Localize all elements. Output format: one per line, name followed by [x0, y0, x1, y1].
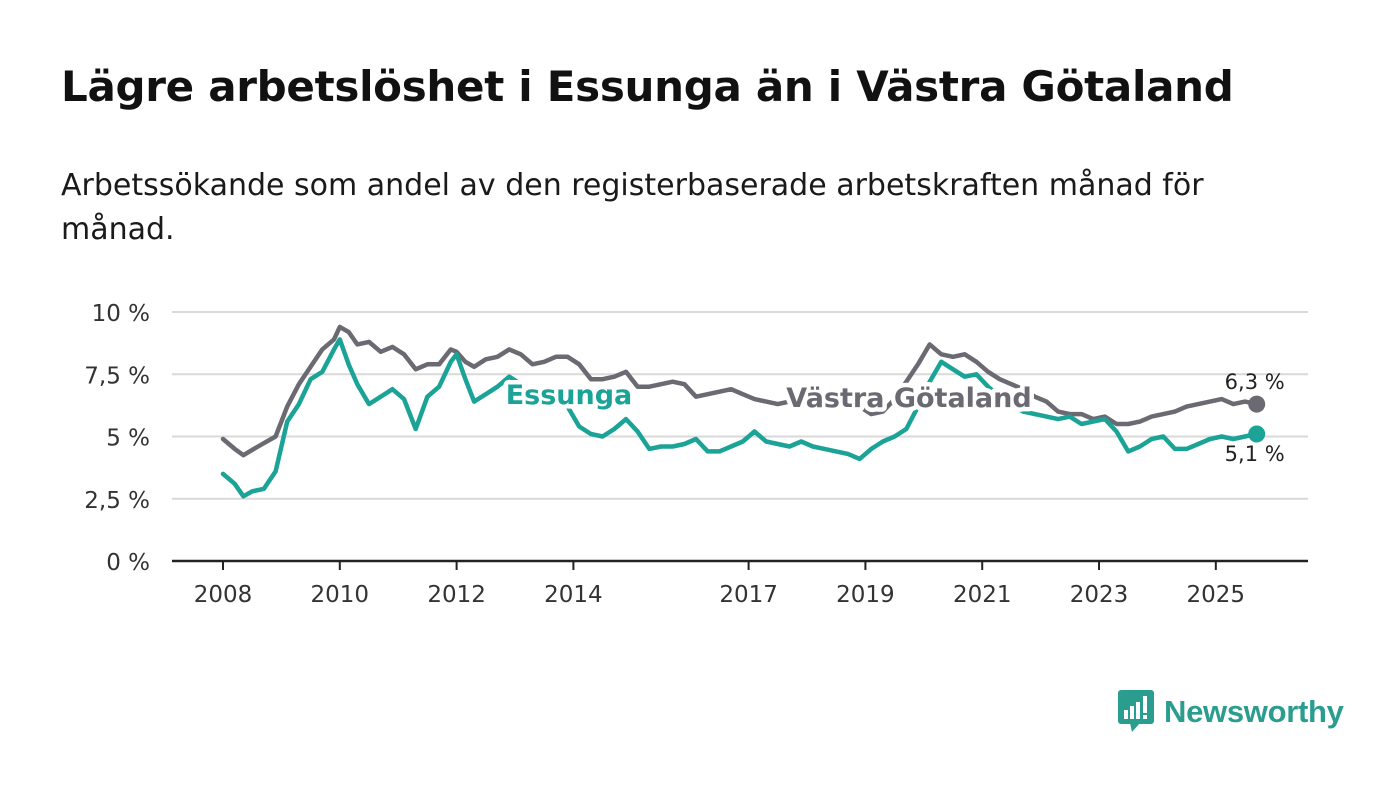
newsworthy-logo[interactable]: Newsworthy	[1118, 690, 1344, 734]
x-tick-label: 2010	[311, 582, 370, 608]
y-tick-label: 5 %	[106, 426, 150, 452]
x-tick-label: 2019	[836, 582, 895, 608]
series-label-halo: Västra Götaland	[786, 383, 1031, 414]
x-tick-label: 2021	[953, 582, 1012, 608]
x-tick-label: 2023	[1070, 582, 1129, 608]
x-tick-label: 2025	[1187, 582, 1246, 608]
series-line-vastra-gotaland	[220, 324, 1259, 458]
chart-subtitle: Arbetssökande som andel av den registerb…	[61, 168, 1204, 247]
series-line-essunga	[220, 337, 1259, 499]
series-label-halo: Essunga	[506, 380, 633, 411]
end-marker-essunga	[1248, 425, 1266, 443]
x-tick-label: 2012	[427, 582, 486, 608]
end-marker-vastra-gotaland	[1248, 395, 1266, 413]
end-label-vastra-gotaland: 6,3 %	[1225, 370, 1285, 394]
series	[220, 324, 1266, 499]
chart-title: Lägre arbetslöshet i Essunga än i Västra…	[61, 62, 1234, 111]
newsworthy-chart-icon	[1118, 690, 1154, 732]
x-tick-label: 2014	[544, 582, 603, 608]
series-label-vastra-gotaland: Västra Götaland	[786, 383, 1031, 414]
x-tick-label: 2008	[194, 582, 253, 608]
end-label-essunga: 5,1 %	[1225, 442, 1285, 466]
gridlines	[172, 311, 1308, 500]
brand-name: Newsworthy	[1164, 694, 1344, 729]
x-tick-label: 2017	[719, 582, 778, 608]
y-tick-label: 0 %	[106, 550, 150, 576]
axes: 0 % 2,5 % 5 % 7,5 % 10 % 2008 2010 2012 2014 2017…	[84, 301, 1308, 608]
y-tick-label: 2,5 %	[84, 488, 150, 514]
y-tick-label: 10 %	[92, 301, 150, 327]
y-tick-label: 7,5 %	[84, 363, 150, 389]
series-label-essunga: Essunga	[506, 380, 633, 411]
